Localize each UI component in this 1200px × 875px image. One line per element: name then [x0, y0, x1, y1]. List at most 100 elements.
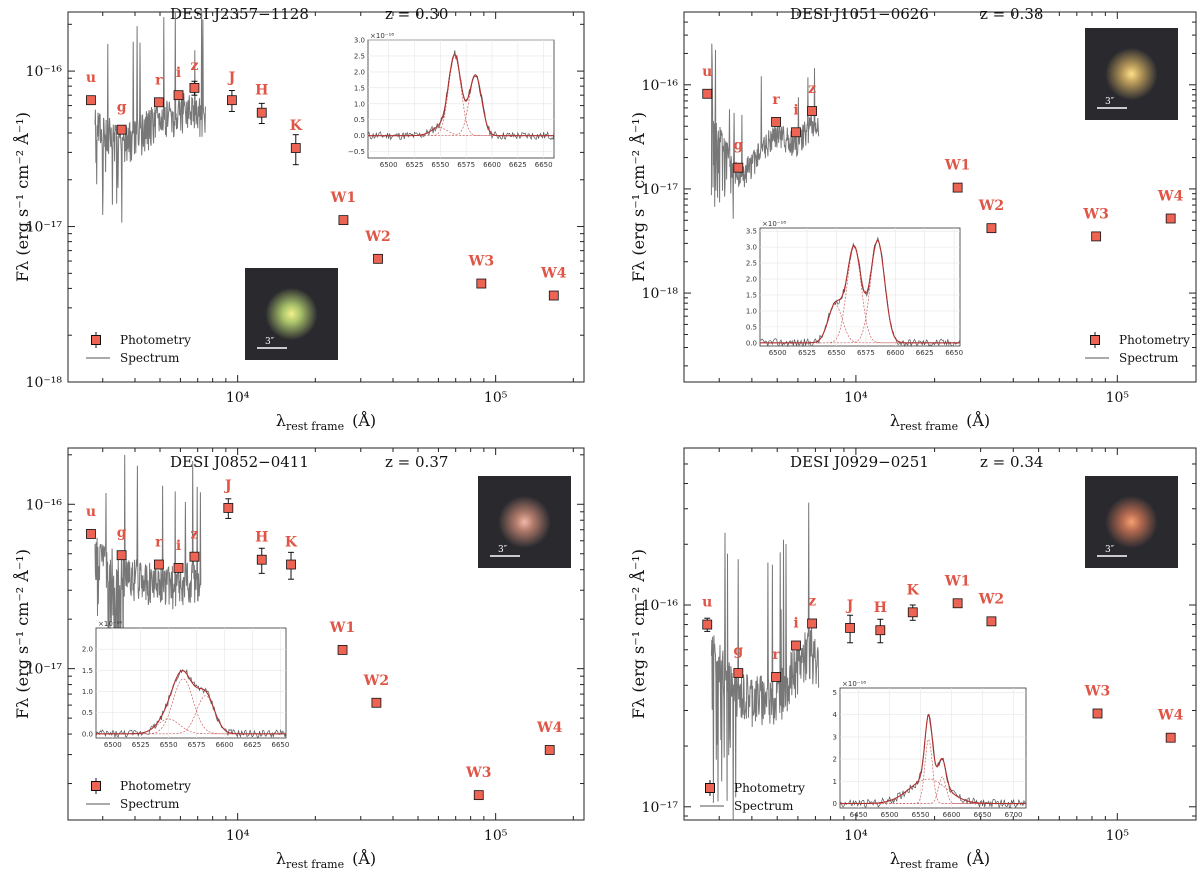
inset-component-line [368, 55, 554, 137]
inset-y-tick-label: 0.0 [746, 339, 757, 347]
x-axis-label-sub: rest frame [286, 858, 344, 871]
galaxy-glow [265, 288, 318, 340]
filter-label-H: H [255, 83, 268, 99]
photometry-point-K [286, 559, 296, 570]
inset-y-tick-label: 3.0 [746, 244, 757, 252]
x-axis-label: λrest frame (Å) [890, 410, 990, 433]
inset-fit-line [368, 53, 554, 137]
filter-label-z: z [190, 527, 198, 543]
chart-panel-3: DESI J0852−0411 z = 0.37 Fλ (erg s⁻¹ cm⁻² … [12, 447, 585, 871]
photometry-point-W4 [548, 290, 559, 301]
filter-label-u: u [702, 64, 712, 80]
photometry-point-W2 [373, 253, 383, 264]
photometry-point-W4 [544, 745, 555, 755]
inset-y-tick-label: 0.0 [354, 132, 365, 140]
x-axis-label-unit: (Å) [352, 410, 376, 430]
photometry-point-r [153, 559, 164, 570]
photometry-point-r [771, 117, 781, 127]
photometry-point-u [702, 619, 713, 630]
y-axis-label: Fλ (erg s⁻¹ cm⁻² Å⁻¹) [628, 549, 648, 719]
inset-x-tick-label: 6700 [1005, 811, 1023, 819]
inset-y-tick-label: 0 [833, 800, 837, 808]
y-tick-label: 10⁻¹⁸ [26, 375, 63, 391]
inset-x-tick-label: 6625 [916, 349, 934, 357]
filter-label-z: z [808, 81, 816, 97]
inset-plot: 6500 6525 6550 6575 6600 6625 6650 −0.5 0.0 0.5 1.… [348, 32, 555, 169]
inset-y-tick-label: 2.0 [354, 68, 365, 76]
filter-label-r: r [155, 535, 163, 551]
x-axis-label: λrest frame (Å) [276, 848, 376, 871]
photometry-point-u [86, 529, 96, 539]
filter-label-z: z [808, 593, 816, 609]
inset-scale-label: ×10⁻¹⁶ [370, 32, 394, 40]
x-tick-label: 10⁴ [226, 828, 250, 844]
filter-label-W1: W1 [329, 620, 355, 636]
legend: Photometry Spectrum [700, 780, 805, 813]
spectrum-line [710, 43, 820, 219]
legend-photometry-marker [91, 335, 101, 345]
inset-x-tick-label: 6600 [216, 741, 234, 749]
inset-x-tick-label: 6550 [160, 741, 178, 749]
x-axis-label-sub: rest frame [900, 420, 958, 433]
inset-x-tick-label: 6575 [457, 161, 475, 169]
filter-label-u: u [86, 70, 96, 86]
y-tick-label: 10⁻¹⁶ [26, 64, 63, 80]
y-tick-label: 10⁻¹⁷ [642, 800, 679, 816]
inset-x-tick-label: 6575 [188, 741, 206, 749]
redshift-label: z = 0.38 [980, 5, 1043, 23]
inset-y-tick-label: 3.5 [746, 228, 757, 236]
y-axis-label: Fλ (erg s⁻¹ cm⁻² Å⁻¹) [12, 549, 32, 719]
photometry-point-i [791, 640, 801, 651]
inset-y-tick-label: 1.5 [82, 667, 93, 675]
filter-label-H: H [874, 600, 887, 616]
inset-x-tick-label: 6625 [244, 741, 262, 749]
filter-label-W2: W2 [978, 198, 1004, 214]
spectrum-line [710, 502, 820, 821]
filter-label-g: g [733, 138, 743, 154]
filter-label-g: g [117, 525, 127, 541]
legend-photometry-label: Photometry [120, 333, 191, 347]
filter-label-J: J [223, 478, 232, 494]
spectrum-line [94, 454, 202, 695]
inset-scale-label: ×10⁻¹⁶ [98, 620, 122, 628]
chart-title: DESI J0929−0251 [790, 453, 929, 471]
x-axis-label-unit: (Å) [352, 848, 376, 868]
photometry-point-W1 [338, 215, 349, 226]
filter-label-i: i [176, 538, 181, 554]
x-axis-label-main: λ [890, 849, 900, 868]
filter-label-W4: W4 [1157, 708, 1184, 724]
filter-label-W2: W2 [363, 673, 389, 689]
filter-label-W4: W4 [536, 720, 563, 736]
inset-x-tick-label: 6500 [881, 811, 899, 819]
image-scale-label: 3″ [1105, 545, 1115, 555]
legend-photometry-marker [91, 781, 101, 791]
inset-y-tick-label: 1.0 [82, 688, 93, 696]
redshift-label: z = 0.30 [385, 5, 448, 23]
filter-label-r: r [772, 647, 780, 663]
inset-y-tick-label: 0.5 [746, 323, 757, 331]
x-tick-label: 10⁵ [1106, 828, 1130, 844]
photometry-point-H [256, 107, 267, 118]
x-axis-label-unit: (Å) [966, 410, 990, 430]
inset-x-tick-label: 6600 [943, 811, 961, 819]
galaxy-glow [498, 496, 551, 548]
galaxy-glow [1105, 496, 1158, 548]
inset-x-tick-label: 6625 [509, 161, 527, 169]
photometry-point-i [791, 127, 801, 138]
legend-photometry-label: Photometry [734, 781, 805, 795]
inset-x-tick-label: 6575 [857, 349, 875, 357]
inset-x-tick-label: 6500 [769, 349, 787, 357]
photometry-point-W2 [986, 616, 997, 627]
inset-y-tick-label: 1 [833, 778, 837, 786]
photometry-point-r [153, 97, 164, 108]
inset-x-tick-label: 6650 [945, 349, 963, 357]
filter-label-W2: W2 [978, 591, 1004, 607]
spectrum-line [94, 11, 206, 223]
photometry-point-H [256, 554, 267, 565]
filter-label-g: g [733, 643, 743, 659]
y-tick-label: 10⁻¹⁶ [26, 497, 63, 513]
filter-label-W3: W3 [1082, 206, 1108, 222]
inset-y-tick-label: 1.0 [354, 100, 365, 108]
chart-panel-4: DESI J0929−0251 z = 0.34 Fλ (erg s⁻¹ cm⁻² … [628, 447, 1197, 871]
filter-label-r: r [772, 92, 780, 108]
